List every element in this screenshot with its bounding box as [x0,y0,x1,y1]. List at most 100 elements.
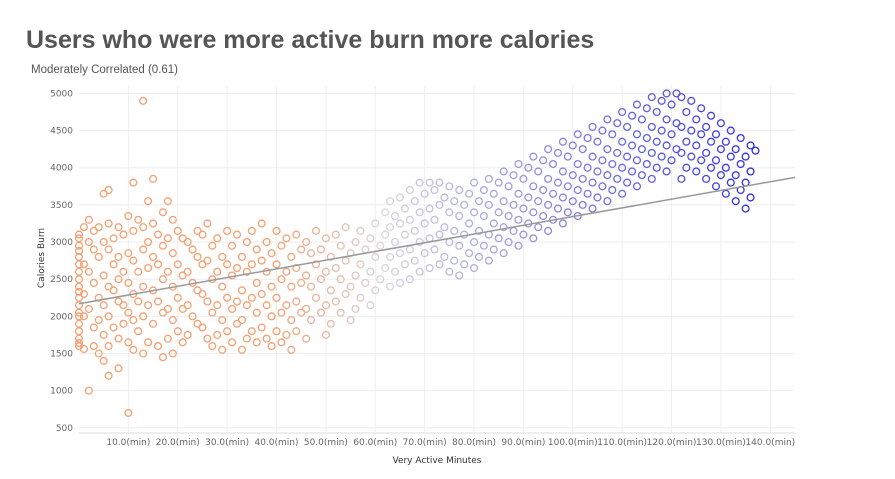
data-point [573,159,582,169]
data-point [129,226,138,235]
data-point [445,208,454,217]
y-tick-label: 2500 [50,275,73,285]
data-point [326,319,335,328]
data-point [657,152,666,161]
data-point [213,301,222,310]
data-point [346,316,355,325]
data-point [613,148,622,157]
data-point [277,308,286,317]
data-point [109,323,118,332]
data-point [287,252,296,261]
data-point [553,178,563,187]
x-tick-label: 110.0(min) [597,438,647,448]
data-point [144,237,153,247]
data-point [144,197,153,206]
data-point [173,327,182,336]
data-point [183,301,192,310]
x-tick-label: 40.0(min) [254,438,298,448]
data-point [94,349,103,358]
data-point [282,301,291,310]
data-point [588,122,597,131]
data-point [529,234,538,243]
data-point [257,323,266,332]
data-point [707,111,716,120]
data-point [731,145,740,154]
data-point [139,223,148,232]
data-point [341,256,350,265]
data-point [474,226,484,235]
data-point [544,145,553,154]
data-point [237,316,247,325]
data-point [514,215,523,224]
data-point [371,219,380,228]
data-point [534,223,543,232]
data-point [746,167,755,176]
data-point [203,334,212,343]
data-point [519,204,528,213]
data-point [173,226,182,235]
data-point [232,297,242,306]
data-point [163,197,172,206]
data-point [430,185,439,195]
data-point [326,286,335,295]
data-point [726,178,735,187]
data-point [603,115,612,124]
data-point [242,237,251,247]
data-point [598,156,607,165]
data-point [484,256,493,265]
data-point [445,182,454,191]
data-point [183,237,192,247]
data-point [465,249,474,258]
data-point [499,249,508,258]
data-point [509,226,518,235]
data-point [514,159,523,169]
data-point [223,293,232,302]
data-point [79,223,88,232]
data-point [613,119,622,128]
data-point [687,152,696,161]
data-point [94,252,103,261]
data-point [119,301,128,310]
data-point [386,197,395,206]
data-point [287,345,296,354]
data-point [573,185,582,195]
data-point [257,256,266,265]
data-point [509,171,518,180]
data-point [307,249,316,258]
data-point [707,163,716,172]
data-point [568,171,577,180]
x-tick-label: 50.0(min) [304,438,348,448]
data-point [637,115,646,124]
data-point [272,226,281,235]
data-point [104,185,113,195]
data-point [307,282,316,291]
y-axis: 500 1000 1500 2000 2500 3000 3500 4000 4500 5000 [50,89,73,433]
data-point [544,226,553,235]
data-point [578,174,587,183]
data-point [129,316,138,325]
data-point [168,316,177,325]
data-point [208,308,217,317]
data-point [751,146,760,155]
data-point [647,148,656,157]
data-point [731,171,740,180]
data-point [124,308,133,317]
data-point [218,252,227,261]
data-point [119,319,128,328]
data-point [223,327,232,336]
data-point [89,245,98,254]
data-point [623,122,632,131]
data-point [79,312,88,321]
data-point [321,234,330,243]
data-point [425,178,434,187]
data-point [544,174,553,183]
data-point [603,171,612,180]
x-tick-label: 140.0(min) [745,438,795,448]
data-point [721,189,730,198]
y-tick-label: 5000 [50,89,73,99]
data-point [469,237,479,247]
data-point [84,304,93,313]
data-point [277,275,286,284]
data-point [351,271,360,280]
data-point [519,174,528,183]
